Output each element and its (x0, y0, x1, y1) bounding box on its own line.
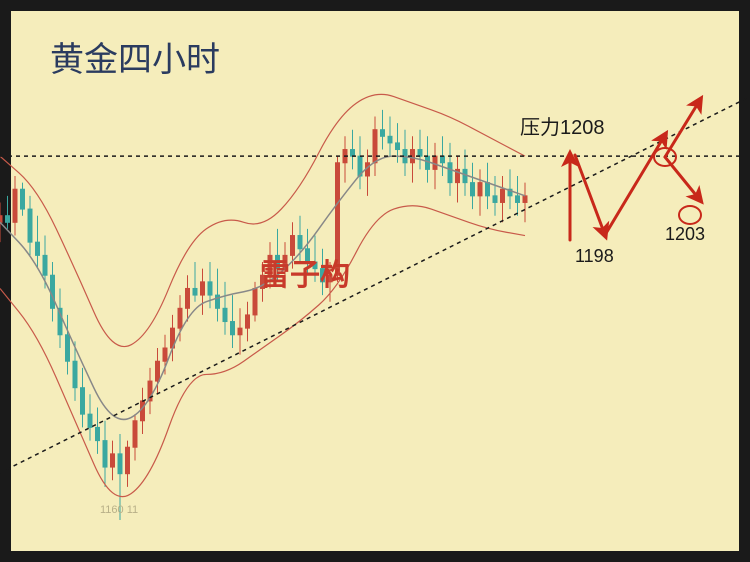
candlestick-chart: 压力1208 1198 1203 1160 11 (0, 0, 750, 562)
svg-text:1203: 1203 (665, 224, 705, 244)
chart-title: 黄金四小时 (50, 32, 220, 81)
chart-container: 压力1208 1198 1203 1160 11 黄金四小时 雷子构 (0, 0, 750, 562)
watermark: 雷子构 (260, 250, 350, 294)
svg-text:1160 11: 1160 11 (100, 504, 138, 516)
svg-text:1198: 1198 (575, 246, 614, 266)
svg-text:压力1208: 压力1208 (520, 116, 605, 139)
